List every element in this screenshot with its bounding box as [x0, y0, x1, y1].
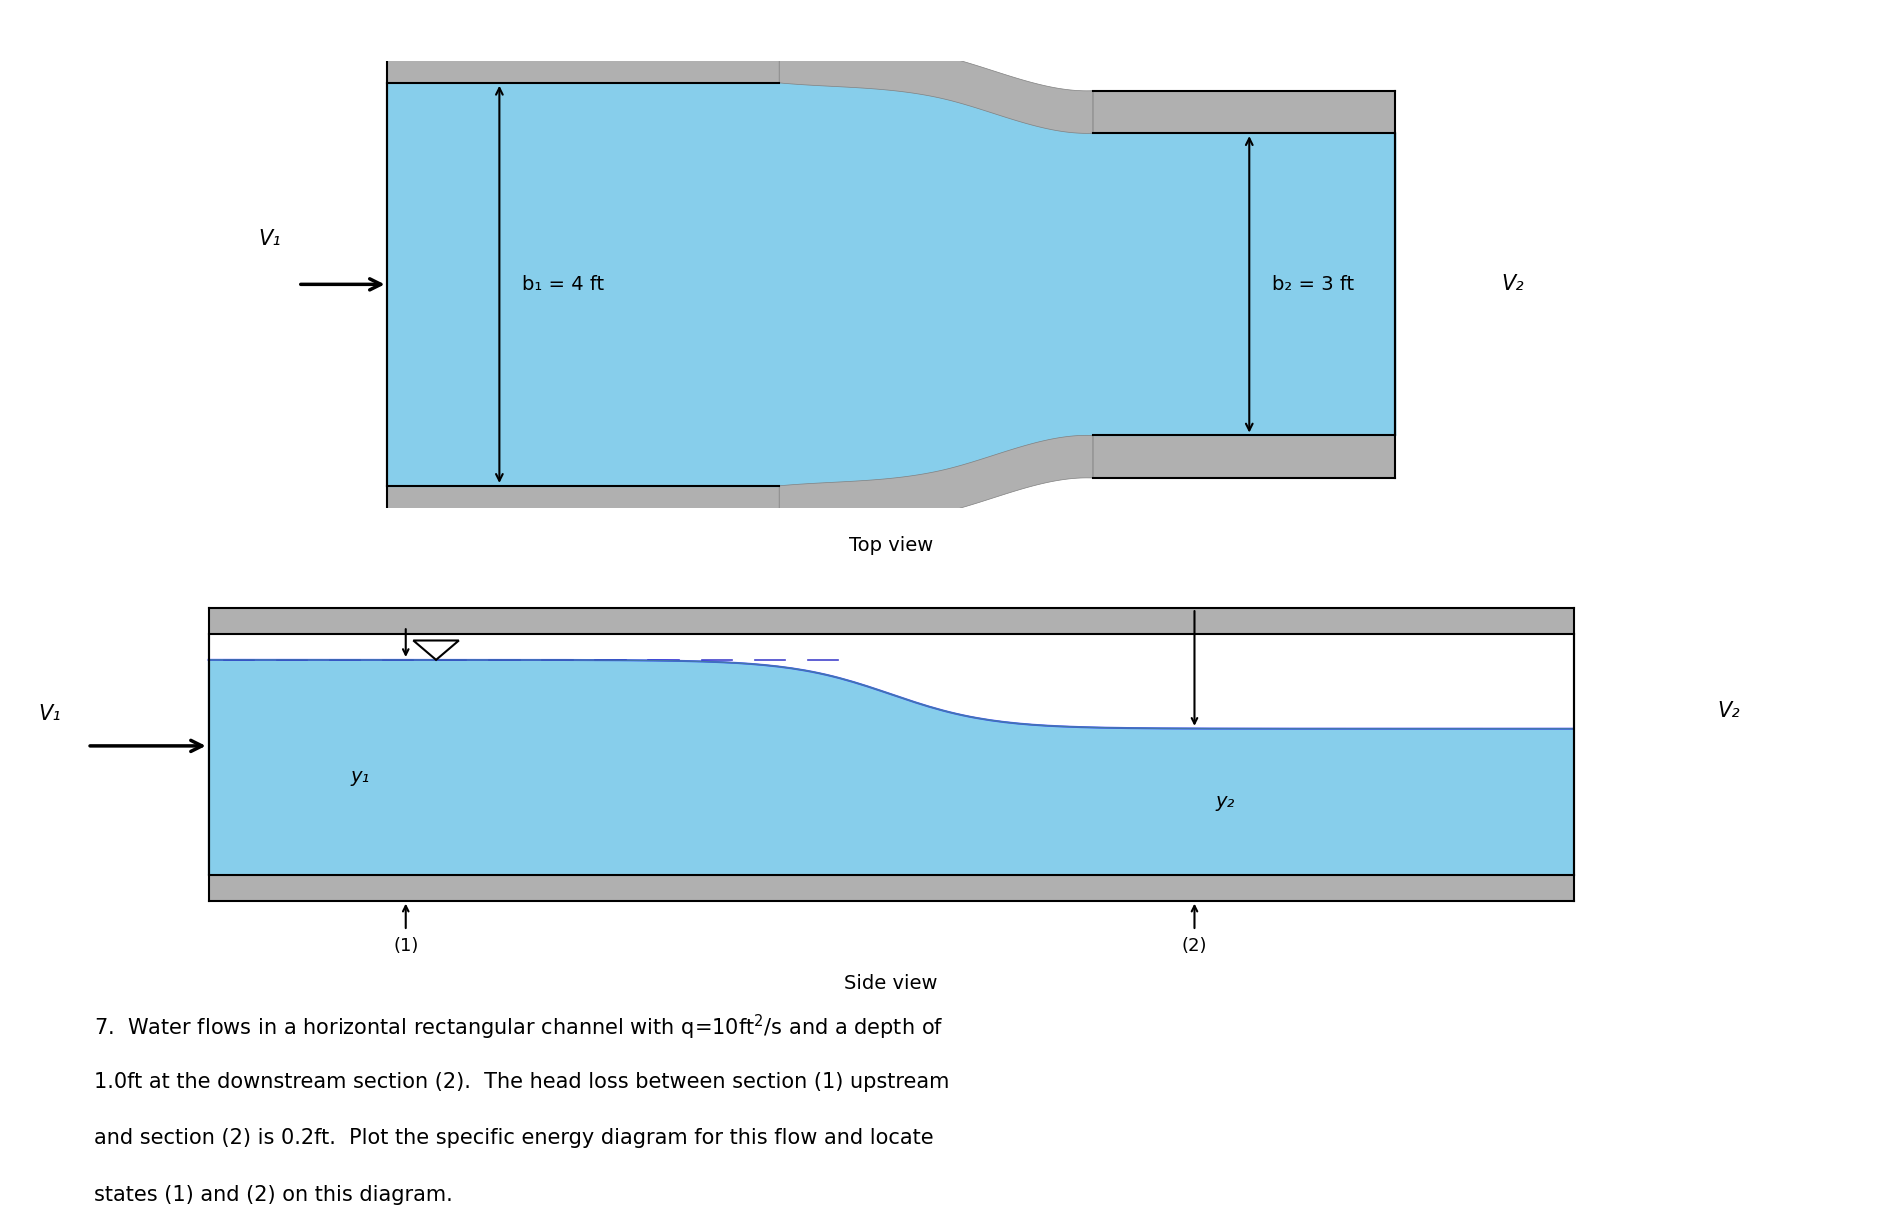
- Text: 1.0ft at the downstream section (2).  The head loss between section (1) upstream: 1.0ft at the downstream section (2). The…: [93, 1072, 950, 1091]
- Bar: [1092, 91, 1395, 133]
- Text: (1): (1): [392, 937, 419, 955]
- Bar: [209, 609, 1574, 634]
- Text: y₁: y₁: [351, 766, 370, 785]
- Bar: [209, 875, 1574, 900]
- Polygon shape: [779, 436, 1092, 529]
- Polygon shape: [779, 82, 1092, 486]
- Polygon shape: [779, 82, 1092, 486]
- Bar: [1092, 133, 1395, 436]
- Polygon shape: [779, 40, 1092, 133]
- Text: b₂ = 3 ft: b₂ = 3 ft: [1272, 275, 1354, 294]
- Text: V₂: V₂: [1502, 275, 1524, 294]
- Bar: [387, 82, 779, 486]
- Bar: [1092, 436, 1395, 478]
- Text: states (1) and (2) on this diagram.: states (1) and (2) on this diagram.: [93, 1185, 453, 1205]
- Text: V₂: V₂: [1718, 702, 1741, 721]
- Text: V₁: V₁: [258, 229, 281, 249]
- Bar: [387, 485, 779, 529]
- Text: V₁: V₁: [38, 704, 61, 724]
- Bar: [387, 40, 779, 82]
- Text: Top view: Top view: [849, 536, 933, 555]
- Text: y₂: y₂: [1215, 793, 1234, 812]
- Text: 7.  Water flows in a horizontal rectangular channel with q=10ft$^2$/s and a dept: 7. Water flows in a horizontal rectangul…: [93, 1013, 942, 1042]
- Text: and section (2) is 0.2ft.  Plot the specific energy diagram for this flow and lo: and section (2) is 0.2ft. Plot the speci…: [93, 1128, 933, 1148]
- Text: Side view: Side view: [844, 974, 939, 993]
- Bar: [1092, 133, 1395, 436]
- Polygon shape: [209, 659, 1574, 875]
- Bar: [387, 82, 779, 486]
- Text: (2): (2): [1181, 937, 1208, 955]
- Text: b₁ = 4 ft: b₁ = 4 ft: [521, 275, 605, 294]
